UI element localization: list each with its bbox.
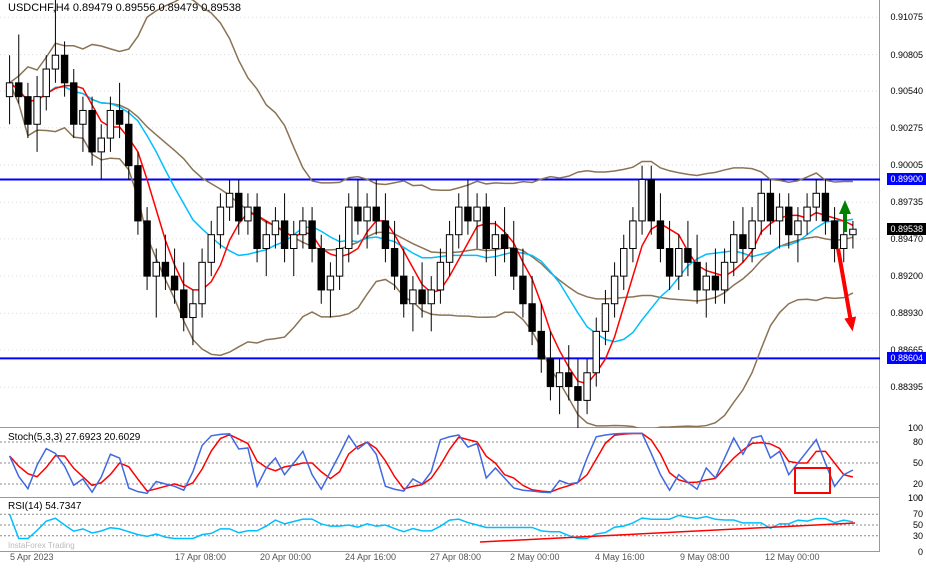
- y-tick-label: 0.89735: [890, 197, 923, 207]
- y-tick-label: 0.90005: [890, 160, 923, 170]
- main-price-chart[interactable]: [0, 0, 880, 428]
- symbol-label: USDCHF: [8, 2, 53, 14]
- stoch-y-label: 100: [908, 423, 923, 433]
- y-tick-label: 0.88395: [890, 382, 923, 392]
- current-price-badge: 0.89538: [887, 223, 926, 235]
- stoch-y-label: 50: [913, 458, 923, 468]
- stochastic-title: Stoch(5,3,3) 27.6923 20.6029: [8, 432, 140, 443]
- rsi-svg: [0, 498, 880, 552]
- chart-container: USDCHF,H4 0.89479 0.89556 0.89479 0.8953…: [0, 0, 926, 568]
- rsi-y-label: 30: [913, 531, 923, 541]
- x-tick-label: 27 Apr 08:00: [430, 552, 481, 562]
- timeframe-label: H4: [56, 2, 70, 14]
- x-tick-label: 20 Apr 00:00: [260, 552, 311, 562]
- rsi-y-label: 50: [913, 520, 923, 530]
- stoch-y-label: 80: [913, 437, 923, 447]
- x-tick-label: 17 Apr 08:00: [175, 552, 226, 562]
- y-tick-label: 0.90540: [890, 86, 923, 96]
- x-tick-label: 2 May 00:00: [510, 552, 560, 562]
- watermark: InstaForex Trading: [8, 541, 75, 550]
- rsi-title: RSI(14) 54.7347: [8, 501, 81, 512]
- rsi-y-label: 0: [918, 547, 923, 557]
- main-chart-svg: [0, 0, 880, 428]
- rsi-panel[interactable]: [0, 498, 880, 552]
- stoch-y-label: 20: [913, 479, 923, 489]
- y-tick-label: 0.90275: [890, 123, 923, 133]
- y-tick-label: 0.90805: [890, 50, 923, 60]
- y-axis: 0.883950.886650.889300.892000.894700.897…: [880, 0, 926, 568]
- x-tick-label: 9 May 08:00: [680, 552, 730, 562]
- x-tick-label: 4 May 16:00: [595, 552, 645, 562]
- y-tick-label: 0.89200: [890, 271, 923, 281]
- x-tick-label: 5 Apr 2023: [10, 552, 54, 562]
- hline-price-badge: 0.89900: [887, 173, 926, 185]
- x-tick-label: 24 Apr 16:00: [345, 552, 396, 562]
- x-axis: 5 Apr 2023 17 Apr 08:00 20 Apr 00:00 24 Apr…: [0, 552, 880, 566]
- chart-title: USDCHF,H4 0.89479 0.89556 0.89479 0.8953…: [8, 2, 241, 14]
- ohlc-label: 0.89479 0.89556 0.89479 0.89538: [73, 2, 241, 14]
- rsi-y-label: 100: [908, 493, 923, 503]
- x-tick-label: 12 May 00:00: [765, 552, 820, 562]
- rsi-y-label: 70: [913, 509, 923, 519]
- y-tick-label: 0.91075: [890, 12, 923, 22]
- y-tick-label: 0.88930: [890, 308, 923, 318]
- hline-price-badge: 0.88604: [887, 352, 926, 364]
